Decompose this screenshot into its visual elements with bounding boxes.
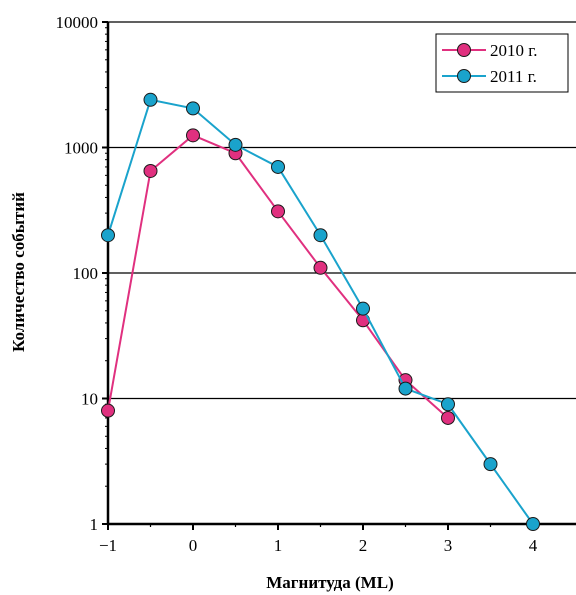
y-tick-label: 1000 [64,139,98,158]
ticks: 1 10 100 1000 10000 −1 0 1 2 3 4 [56,13,538,555]
x-tick-label: −1 [99,536,117,555]
data-point-2011 [398,381,413,396]
data-point-2010 [313,260,328,275]
data-point-2011 [313,228,328,243]
x-tick-label: 1 [274,536,283,555]
data-point-2011 [228,137,243,152]
data-point-2011 [271,159,285,174]
data-point-2010 [186,128,200,143]
y-tick-label: 10000 [56,13,99,32]
data-point-2011 [101,228,115,243]
data-point-2010 [101,403,115,418]
data-point-2011 [356,301,370,316]
data-point-2011 [143,92,158,107]
data-point-2011 [483,457,498,472]
data-point-2010 [441,410,455,425]
data-point-2010 [143,163,158,178]
y-tick-label: 100 [73,264,99,283]
data-point-2010 [271,204,285,219]
legend-label: 2011 г. [490,67,537,86]
data-point-2011 [441,397,455,412]
y-axis-title: Количество событий [9,192,28,352]
x-axis-title: Магнитуда (ML) [266,573,393,592]
series-line-2011 [107,98,534,525]
series-line-2010 [107,134,449,419]
data-point-2011 [526,517,540,531]
series-group [101,92,540,531]
y-tick-label: 1 [90,515,99,534]
legend-box [435,33,569,93]
data-point-2011 [186,101,200,116]
legend-swatch-marker [457,69,471,83]
x-tick-label: 2 [359,536,368,555]
y-tick-label: 10 [81,390,98,409]
legend-swatch-marker [457,43,471,57]
x-tick-label: 0 [189,536,198,555]
legend-label: 2010 г. [490,41,538,60]
x-tick-label: 4 [529,536,538,555]
x-tick-label: 3 [444,536,453,555]
legend: 2010 г. 2011 г. [435,33,569,93]
